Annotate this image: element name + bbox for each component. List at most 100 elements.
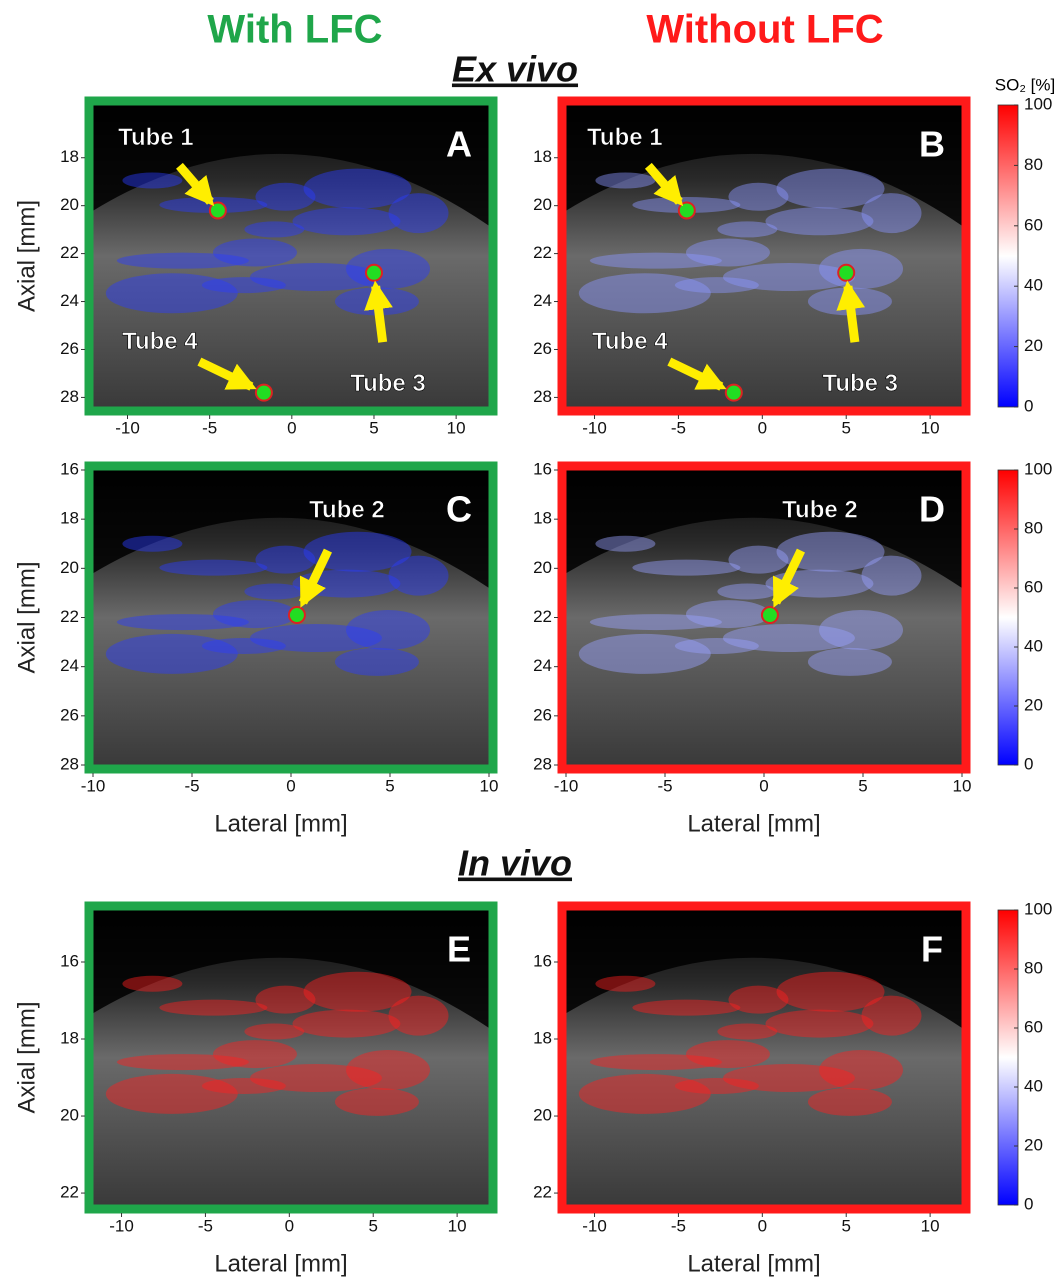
tube [679,202,695,218]
y-tick-label: 18 [533,147,552,166]
overlay [632,560,740,576]
x-tick-label: 5 [369,418,378,437]
y-tick-label: 22 [60,1183,79,1202]
x-axis-label: Lateral [mm] [687,810,820,837]
y-tick-label: 20 [533,195,552,214]
overlay [335,1088,419,1116]
colorbar-tick-label: 100 [1024,94,1052,113]
overlay [579,1074,711,1114]
x-tick-label: -5 [202,418,217,437]
y-tick-label: 24 [533,291,552,310]
x-tick-label: 10 [953,776,972,795]
overlay [292,207,400,235]
colorbar [998,910,1018,1205]
y-tick-label: 28 [533,754,552,773]
x-tick-label: -10 [554,776,579,795]
y-tick-label: 22 [533,1183,552,1202]
tube [366,265,382,281]
x-tick-label: -10 [109,1216,134,1235]
overlay [389,556,449,596]
x-tick-label: -10 [81,776,106,795]
y-axis-label: Axial [mm] [13,1001,40,1113]
overlay [579,273,711,313]
image [566,470,962,765]
tube [289,607,305,623]
y-tick-label: 20 [533,1106,552,1125]
image [93,470,489,765]
x-axis-label: Lateral [mm] [687,1250,820,1277]
overlay [862,556,922,596]
colorbar-tick-label: 80 [1024,155,1043,174]
x-axis-label: Lateral [mm] [214,810,347,837]
colorbar-tick-label: 20 [1024,695,1043,714]
x-tick-label: -10 [115,418,140,437]
y-tick-label: 16 [60,951,79,970]
y-tick-label: 22 [60,243,79,262]
annotation: Tube 3 [822,370,898,397]
overlay [159,1000,267,1016]
colorbar-tick-label: 0 [1024,396,1033,415]
x-tick-label: 10 [921,1216,940,1235]
x-tick-label: 5 [841,1216,850,1235]
x-axis-label: Lateral [mm] [214,1250,347,1277]
overlay [117,1054,249,1070]
x-tick-label: 0 [286,776,295,795]
overlay [717,221,777,237]
x-tick-label: 0 [759,776,768,795]
overlay [244,584,304,600]
y-tick-label: 24 [60,291,79,310]
x-tick-label: 10 [448,1216,467,1235]
y-axis-label: Axial [mm] [13,561,40,673]
section-title: In vivo [458,843,572,884]
overlay [632,1000,740,1016]
overlay [122,536,182,552]
y-tick-label: 16 [60,459,79,478]
panel-label: D [919,489,945,530]
overlay [862,996,922,1036]
annotation: Tube 4 [592,328,668,355]
overlay [595,976,655,992]
y-tick-label: 22 [60,607,79,626]
x-tick-label: 5 [385,776,394,795]
y-tick-label: 26 [60,339,79,358]
x-tick-label: -10 [582,418,607,437]
overlay [389,193,449,233]
overlay [590,614,722,630]
column-title: With LFC [207,8,382,52]
y-tick-label: 16 [533,459,552,478]
overlay [122,173,182,189]
x-tick-label: 10 [921,418,940,437]
x-tick-label: 0 [287,418,296,437]
overlay [244,221,304,237]
y-tick-label: 20 [60,195,79,214]
overlay [808,648,892,676]
section-title: Ex vivo [452,49,578,90]
colorbar-tick-label: 100 [1024,899,1052,918]
colorbar-tick-label: 40 [1024,276,1043,295]
column-title: Without LFC [646,8,883,52]
colorbar-tick-label: 0 [1024,754,1033,773]
overlay [595,536,655,552]
colorbar-tick-label: 60 [1024,577,1043,596]
figure: With LFC Without LFC Ex vivo In vivo SO₂… [0,0,1061,1288]
y-tick-label: 18 [60,1028,79,1047]
x-tick-label: 5 [368,1216,377,1235]
panel-label: B [919,124,945,165]
colorbar [998,105,1018,407]
overlay [117,253,249,269]
y-tick-label: 18 [533,509,552,528]
tube [210,202,226,218]
annotation: Tube 1 [587,124,663,151]
colorbar-tick-label: 40 [1024,636,1043,655]
overlay [122,976,182,992]
tube [762,607,778,623]
tube [256,385,272,401]
overlay [159,560,267,576]
overlay [106,1074,238,1114]
image [566,910,962,1205]
y-tick-label: 20 [60,558,79,577]
x-tick-label: 0 [758,1216,767,1235]
annotation: Tube 2 [782,496,858,523]
overlay [106,273,238,313]
overlay [765,1010,873,1038]
